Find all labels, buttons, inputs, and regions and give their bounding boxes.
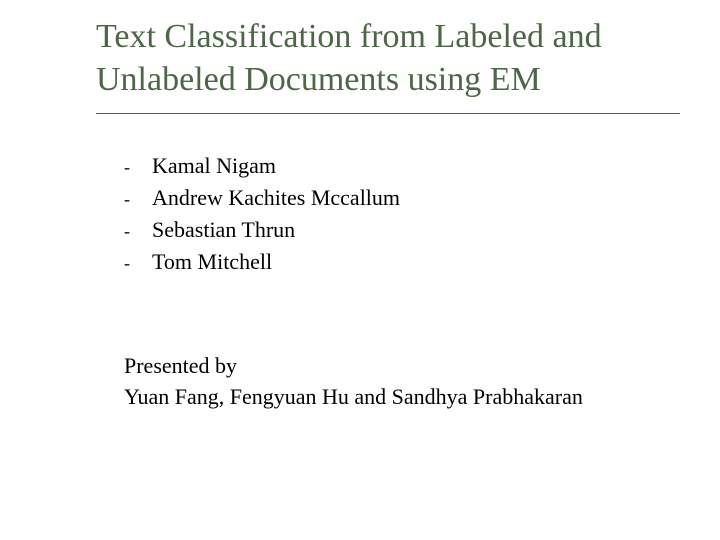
author-name: Andrew Kachites Mccallum [152, 182, 400, 214]
author-name: Kamal Nigam [152, 150, 276, 182]
bullet-dash: - [124, 154, 152, 180]
list-item: - Kamal Nigam [124, 150, 680, 182]
author-name: Tom Mitchell [152, 246, 272, 278]
slide-title: Text Classification from Labeled and Unl… [96, 16, 680, 114]
list-item: - Tom Mitchell [124, 246, 680, 278]
presented-block: Presented by Yuan Fang, Fengyuan Hu and … [124, 350, 680, 414]
bullet-dash: - [124, 218, 152, 244]
bullet-dash: - [124, 186, 152, 212]
list-item: - Sebastian Thrun [124, 214, 680, 246]
author-name: Sebastian Thrun [152, 214, 295, 246]
presented-names: Yuan Fang, Fengyuan Hu and Sandhya Prabh… [124, 381, 680, 413]
list-item: - Andrew Kachites Mccallum [124, 182, 680, 214]
title-line-2: Unlabeled Documents using EM [96, 61, 541, 98]
presented-label: Presented by [124, 350, 680, 382]
title-line-1: Text Classification from Labeled and [96, 18, 602, 55]
slide: Text Classification from Labeled and Unl… [0, 0, 720, 413]
bullet-dash: - [124, 250, 152, 276]
author-list: - Kamal Nigam - Andrew Kachites Mccallum… [124, 150, 680, 278]
